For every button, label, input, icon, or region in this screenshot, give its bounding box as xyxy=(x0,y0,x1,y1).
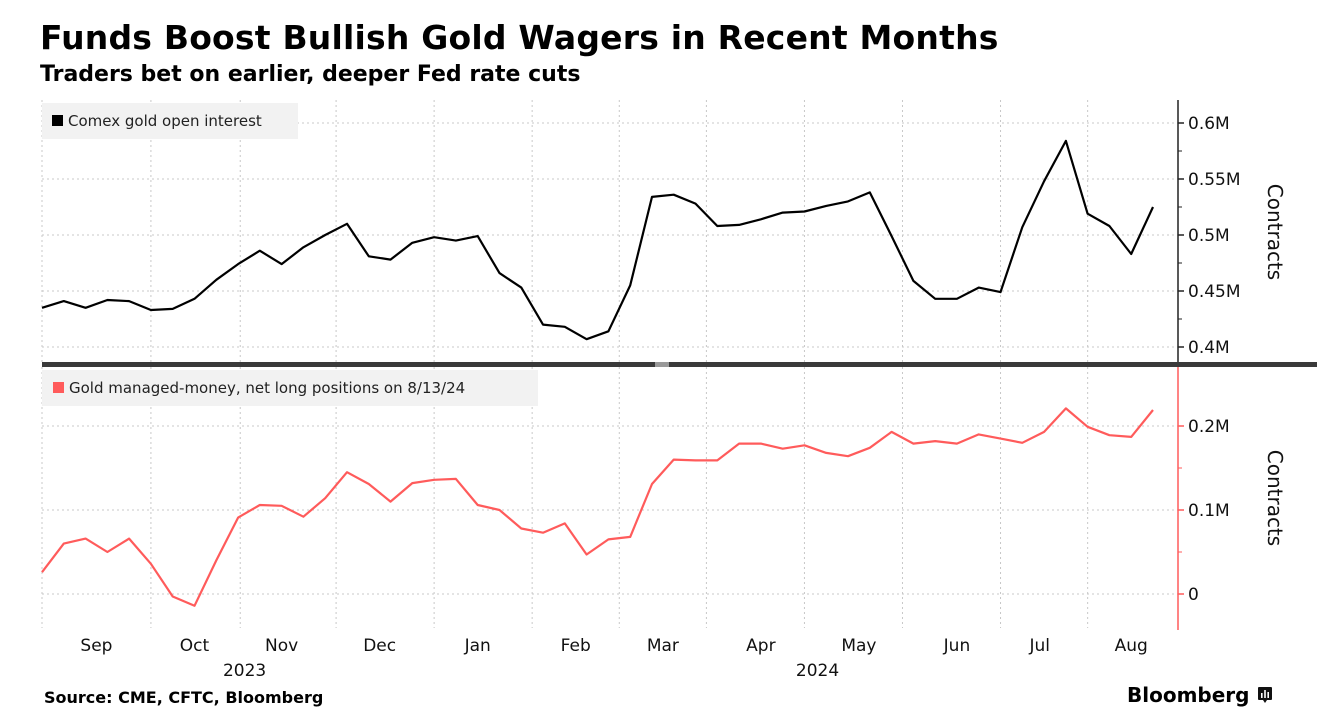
y-tick-label: 0.4M xyxy=(1188,338,1230,358)
grid xyxy=(41,100,1178,628)
brand-name: Bloomberg xyxy=(1127,683,1250,707)
x-tick-label: Jul xyxy=(1028,636,1050,656)
x-tick-label: Nov xyxy=(265,636,298,656)
y-tick-label: 0.55M xyxy=(1188,170,1241,190)
x-tick-label: Feb xyxy=(561,636,591,656)
series-line-net-long xyxy=(41,407,1154,607)
y-tick-label: 0.5M xyxy=(1188,226,1230,246)
legend-bottom-swatch xyxy=(53,382,64,393)
legend-bottom-background xyxy=(42,370,538,406)
series-line-open-interest xyxy=(41,139,1154,341)
legend-top: Comex gold open interest xyxy=(42,103,298,139)
legends: Comex gold open interest Gold managed-mo… xyxy=(42,103,538,406)
x-tick-label: Oct xyxy=(180,636,210,656)
chart-subtitle: Traders bet on earlier, deeper Fed rate … xyxy=(40,62,581,87)
x-tick-label: May xyxy=(841,636,876,656)
x-tick-label: Apr xyxy=(746,636,775,656)
chart-title: Funds Boost Bullish Gold Wagers in Recen… xyxy=(40,18,999,57)
x-tick-label: Jan xyxy=(464,636,491,656)
y-axis-title-bottom: Contracts xyxy=(1263,450,1287,546)
legend-top-label: Comex gold open interest xyxy=(68,112,262,130)
brand-logo: Bloomberg xyxy=(1127,683,1273,707)
x-tick-label: Sep xyxy=(80,636,112,656)
y-axis-title-top: Contracts xyxy=(1263,184,1287,280)
legend-bottom-label: Gold managed-money, net long positions o… xyxy=(69,379,465,397)
x-tick-label: Jun xyxy=(943,636,971,656)
x-tick-label: Mar xyxy=(647,636,679,656)
series xyxy=(41,139,1154,607)
panel-divider-handle[interactable] xyxy=(655,362,669,367)
legend-bottom: Gold managed-money, net long positions o… xyxy=(42,370,538,406)
x-tick-label: Aug xyxy=(1115,636,1148,656)
y-tick-label: 0.6M xyxy=(1188,114,1230,134)
legend-top-swatch xyxy=(52,115,63,126)
source-note: Source: CME, CFTC, Bloomberg xyxy=(44,688,324,707)
axes: Contracts Contracts 0.4M 0.45M 0.5M 0.55M 0.… xyxy=(42,100,1317,681)
x-year-label: 2024 xyxy=(796,661,839,681)
legend-top-background xyxy=(42,103,298,139)
y-tick-label: 0 xyxy=(1188,585,1199,605)
y-tick-label: 0.2M xyxy=(1188,417,1230,437)
bloomberg-chart-icon xyxy=(1258,687,1273,703)
x-year-label: 2023 xyxy=(223,661,266,681)
x-tick-label: Dec xyxy=(363,636,396,656)
panel-divider xyxy=(42,362,1317,367)
y-tick-label: 0.45M xyxy=(1188,282,1241,302)
y-tick-label: 0.1M xyxy=(1188,501,1230,521)
